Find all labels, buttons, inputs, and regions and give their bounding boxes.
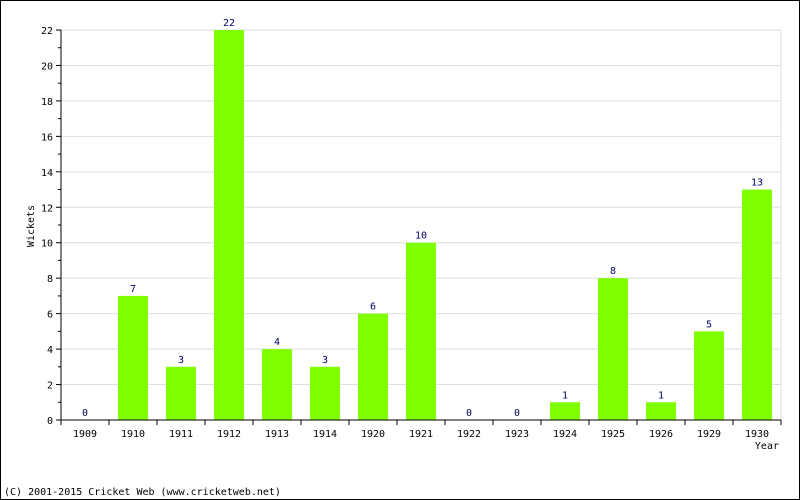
y-tick-label: 2 xyxy=(47,381,53,392)
bar xyxy=(310,366,340,420)
y-tick-label: 20 xyxy=(41,61,53,72)
y-tick-label: 8 xyxy=(47,274,53,285)
y-tick-label: 12 xyxy=(41,203,53,214)
bar xyxy=(646,402,676,420)
x-tick-label: 1911 xyxy=(169,429,193,440)
data-label: 1 xyxy=(658,390,664,401)
data-label: 22 xyxy=(223,18,235,29)
y-tick-label: 10 xyxy=(41,239,53,250)
y-tick-label: 6 xyxy=(47,310,53,321)
x-tick-label: 1929 xyxy=(697,429,721,440)
x-tick-label: 1913 xyxy=(265,429,289,440)
bar xyxy=(118,295,148,420)
x-tick-label: 1909 xyxy=(73,429,97,440)
bar xyxy=(358,313,388,420)
x-tick-label: 1910 xyxy=(121,429,145,440)
x-tick-label: 1925 xyxy=(601,429,625,440)
y-ticks: 0 2 4 6 8 10 12 14 16 18 20 22 xyxy=(41,26,61,427)
y-tick-label: 4 xyxy=(47,345,53,356)
data-label: 6 xyxy=(370,302,376,313)
data-label: 1 xyxy=(562,390,568,401)
x-axis-label: Year xyxy=(755,441,779,452)
bar xyxy=(406,242,436,420)
x-tick-label: 1923 xyxy=(505,429,529,440)
x-tick-label: 1924 xyxy=(553,429,577,440)
bar xyxy=(694,331,724,420)
data-label: 10 xyxy=(415,231,427,242)
bars xyxy=(118,30,772,420)
x-tick-label: 1930 xyxy=(745,429,769,440)
data-label: 4 xyxy=(274,337,280,348)
x-tick-label: 1914 xyxy=(313,429,337,440)
bar xyxy=(598,278,628,420)
y-axis-label: Wickets xyxy=(26,205,37,247)
y-tick-label: 18 xyxy=(41,97,53,108)
bar xyxy=(262,349,292,420)
data-label: 0 xyxy=(514,408,520,419)
bar xyxy=(742,189,772,420)
bar xyxy=(166,366,196,420)
y-tick-label: 16 xyxy=(41,132,53,143)
data-label: 7 xyxy=(130,284,136,295)
y-tick-label: 14 xyxy=(41,168,53,179)
bar xyxy=(550,402,580,420)
x-ticks: 1909 1910 1911 1912 1913 1914 1920 1921 1922 1923… xyxy=(60,420,782,440)
x-tick-label: 1921 xyxy=(409,429,433,440)
x-tick-label: 1926 xyxy=(649,429,673,440)
copyright-text: (C) 2001-2015 Cricket Web (www.cricketwe… xyxy=(4,487,281,498)
data-label: 5 xyxy=(706,319,712,330)
data-label: 8 xyxy=(610,266,616,277)
y-tick-label: 22 xyxy=(41,26,53,37)
bar xyxy=(214,30,244,420)
x-tick-label: 1912 xyxy=(217,429,241,440)
data-label: 3 xyxy=(178,355,184,366)
x-tick-label: 1922 xyxy=(457,429,481,440)
data-label: 13 xyxy=(751,178,763,189)
x-tick-label: 1920 xyxy=(361,429,385,440)
data-label: 3 xyxy=(322,355,328,366)
data-label: 0 xyxy=(82,408,88,419)
y-tick-label: 0 xyxy=(47,416,53,427)
data-label: 0 xyxy=(466,408,472,419)
